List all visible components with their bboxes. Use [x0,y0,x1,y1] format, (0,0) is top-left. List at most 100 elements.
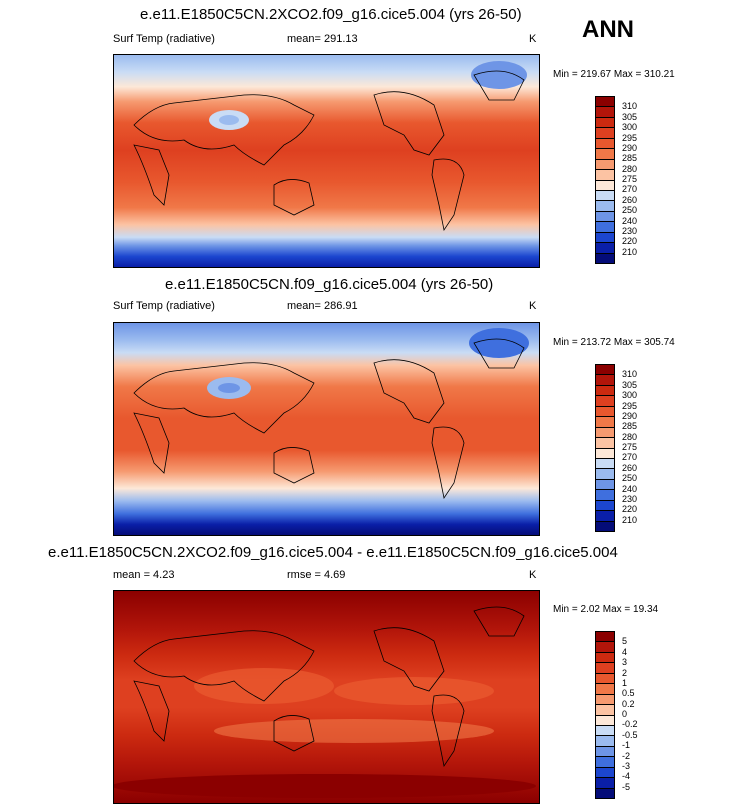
panel3-tick: 5 [622,636,628,647]
panel3-units: K [529,569,537,581]
panel2-swatch [596,469,614,480]
panel3-tick: 0.2 [622,698,635,709]
panel3-colorbar [595,631,615,799]
panel2-colorbar [595,364,615,532]
panel2-tick: 280 [622,431,638,442]
panel2-tick: 230 [622,493,638,504]
panel1-swatch [596,149,614,160]
panel2-variable: Surf Temp (radiative) [113,300,215,312]
panel3-swatch [596,652,614,664]
panel1-colorbar [595,96,615,264]
panel2-mean: mean= 286.91 [287,300,358,312]
panel1-swatch [596,243,614,254]
panel1-swatch [596,201,614,212]
panel3-tick: -4 [622,771,631,782]
panel2-swatch [596,521,614,531]
panel3-swatch [596,778,614,789]
panel1-tick: 260 [622,194,638,205]
panel2-tick: 250 [622,473,638,484]
panel1-swatch [596,211,614,223]
panel3-swatch [596,705,614,716]
panel3-rmse: rmse = 4.69 [287,569,346,581]
panel2-tick: 270 [622,452,638,463]
panel3-tick: -3 [622,760,631,771]
panel3-tick: 0.5 [622,688,635,699]
panel3-map [113,590,540,804]
panel1-swatch [596,190,614,202]
panel1-map [113,54,540,268]
panel3-swatch [596,767,614,779]
panel1-tick: 295 [622,132,638,143]
panel2-swatch [596,458,614,470]
panel2-swatch [596,375,614,386]
panel3-map-svg [114,591,539,803]
panel3-swatch [596,746,614,758]
panel1-map-svg [114,55,539,267]
panel2-title: e.e11.E1850C5CN.f09_g16.cice5.004 (yrs 2… [165,276,494,293]
panel2-swatch [596,365,614,376]
panel3-swatch [596,642,614,653]
panel3-tick: -0.5 [622,729,638,740]
panel2-tick: 290 [622,410,638,421]
panel2-swatch [596,438,614,449]
panel2-tick: 260 [622,462,638,473]
panel2-swatch [596,427,614,439]
panel2-tick: 220 [622,504,638,515]
panel2-map [113,322,540,536]
panel1-swatch [596,159,614,171]
panel1-tick: 275 [622,174,638,184]
panel1-tick: 230 [622,225,638,236]
panel1-tick: 270 [622,184,638,195]
panel1-units: K [529,33,537,45]
panel2-swatch [596,417,614,428]
panel1-tick: 210 [622,246,638,257]
panel2-swatch [596,396,614,407]
panel1-tick: 240 [622,215,638,226]
panel2-tick: 240 [622,483,638,494]
panel2-tick: 210 [622,514,638,525]
panel3-tick: 2 [622,667,628,678]
panel1-tick: 220 [622,236,638,247]
panel1-title: e.e11.E1850C5CN.2XCO2.f09_g16.cice5.004 … [140,6,522,23]
panel1-tick: 290 [622,142,638,153]
panel1-swatch [596,222,614,233]
panel3-tick: -1 [622,740,631,751]
panel1-tick: 250 [622,205,638,216]
panel3-swatch [596,684,614,695]
panel3-tick: 1 [622,677,628,688]
panel3-swatch [596,694,614,706]
panel3-swatch [596,715,614,726]
panel1-tick: 285 [622,153,638,164]
panel3-swatch [596,663,614,674]
panel1-swatch [596,97,614,108]
panel1-swatch [596,232,614,244]
panel3-tick: 0 [622,709,628,719]
panel1-tick: 280 [622,163,638,174]
panel3-tick: -2 [622,750,631,761]
panel2-swatch [596,385,614,397]
panel1-swatch [596,180,614,191]
panel1-tick: 305 [622,111,638,122]
panel3-swatch [596,788,614,798]
panel1-tick: 300 [622,122,638,133]
panel2-swatch [596,406,614,418]
panel1-mean: mean= 291.13 [287,33,358,45]
panel3-swatch [596,673,614,685]
panel2-tick: 300 [622,390,638,401]
panel3-tick: 3 [622,657,628,668]
panel3-tick: 4 [622,646,628,657]
panel3-swatch [596,736,614,747]
panel2-tick: 310 [622,369,638,380]
panel2-swatch [596,448,614,459]
season-label: ANN [582,16,634,43]
panel2-tick: 305 [622,379,638,390]
panel1-swatch [596,170,614,181]
panel3-mean: mean = 4.23 [113,569,175,581]
panel1-swatch [596,128,614,139]
panel2-swatch [596,479,614,491]
panel2-map-svg [114,323,539,535]
panel2-tick: 275 [622,442,638,452]
panel2-swatch [596,490,614,501]
panel3-swatch [596,725,614,737]
panel1-swatch [596,138,614,150]
